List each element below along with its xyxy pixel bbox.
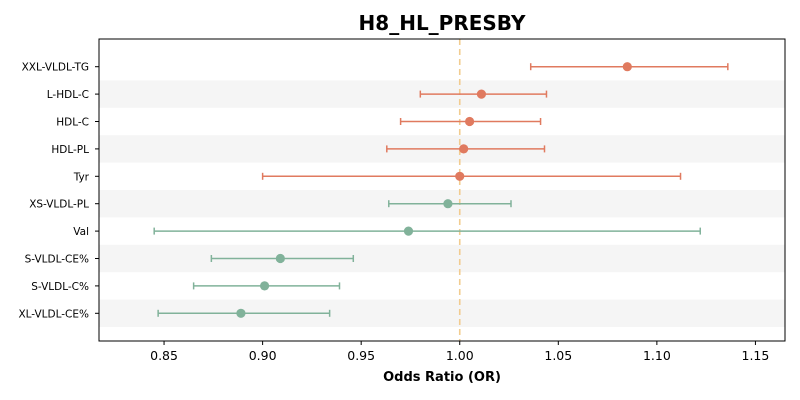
y-tick-label: Tyr: [73, 171, 90, 183]
or-point: [464, 116, 475, 127]
y-tick-label: XS-VLDL-PL: [29, 199, 89, 211]
x-tick-label: 1.05: [544, 348, 572, 363]
error-bar-marks: [153, 62, 729, 318]
y-tick-label: XL-VLDL-CE%: [18, 308, 89, 320]
or-point: [403, 226, 414, 236]
x-tick-label: 0.90: [249, 348, 277, 363]
x-tick-label: 0.95: [347, 348, 375, 363]
y-tick-label: HDL-C: [56, 117, 89, 129]
or-point: [622, 62, 632, 72]
x-tick-label: 0.85: [150, 348, 178, 363]
x-axis-label: Odds Ratio (OR): [383, 370, 501, 385]
y-tick-label: L-HDL-C: [47, 89, 89, 101]
or-point: [459, 144, 469, 154]
row-shade: [99, 244, 785, 273]
or-point: [236, 308, 246, 318]
x-tick-label: 1.10: [643, 348, 671, 363]
y-tick-label: S-VLDL-C%: [31, 281, 89, 293]
or-point: [455, 171, 465, 181]
or-point: [476, 89, 487, 99]
plot-frame: [98, 38, 786, 342]
x-tick-label: 1.00: [446, 348, 474, 363]
chart-title: H8_HL_PRESBY: [359, 11, 526, 35]
y-tick-label: Val: [73, 226, 89, 238]
axes: 0.85 0.90 0.95 1.00 1.05 1.10 1.15 XXL-VLDL-TG L…: [18, 38, 786, 363]
y-tick-label: S-VLDL-CE%: [25, 254, 89, 266]
x-tick-label: 1.15: [742, 348, 770, 363]
y-tick-label: XXL-VLDL-TG: [22, 62, 89, 74]
or-point: [275, 253, 285, 264]
or-point: [443, 199, 453, 209]
y-tick-label: HDL-PL: [51, 144, 89, 156]
or-point: [259, 281, 270, 291]
